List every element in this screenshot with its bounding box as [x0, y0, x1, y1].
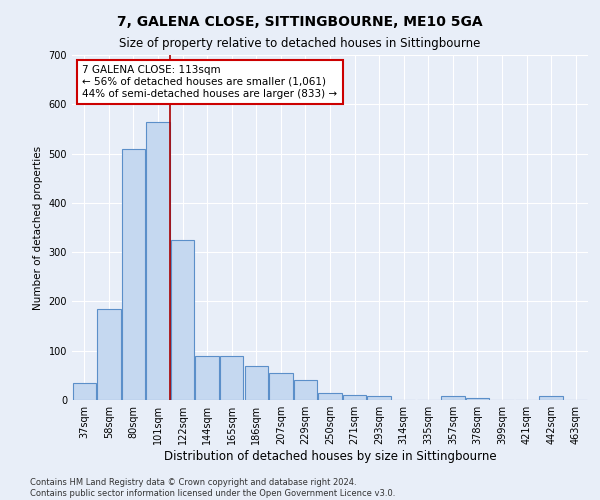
Bar: [441, 396, 464, 400]
Bar: [97, 309, 121, 400]
Bar: [220, 356, 244, 400]
Bar: [171, 240, 194, 400]
Bar: [294, 380, 317, 400]
Bar: [367, 396, 391, 400]
Bar: [73, 383, 96, 400]
Bar: [146, 122, 170, 400]
Text: 7, GALENA CLOSE, SITTINGBOURNE, ME10 5GA: 7, GALENA CLOSE, SITTINGBOURNE, ME10 5GA: [117, 15, 483, 29]
Bar: [269, 373, 293, 400]
Bar: [319, 392, 341, 400]
Text: Contains HM Land Registry data © Crown copyright and database right 2024.
Contai: Contains HM Land Registry data © Crown c…: [30, 478, 395, 498]
Bar: [196, 356, 219, 400]
Bar: [539, 396, 563, 400]
Y-axis label: Number of detached properties: Number of detached properties: [33, 146, 43, 310]
X-axis label: Distribution of detached houses by size in Sittingbourne: Distribution of detached houses by size …: [164, 450, 496, 463]
Bar: [122, 148, 145, 400]
Bar: [343, 395, 366, 400]
Text: Size of property relative to detached houses in Sittingbourne: Size of property relative to detached ho…: [119, 38, 481, 51]
Bar: [245, 366, 268, 400]
Text: 7 GALENA CLOSE: 113sqm
← 56% of detached houses are smaller (1,061)
44% of semi-: 7 GALENA CLOSE: 113sqm ← 56% of detached…: [82, 66, 337, 98]
Bar: [466, 398, 489, 400]
